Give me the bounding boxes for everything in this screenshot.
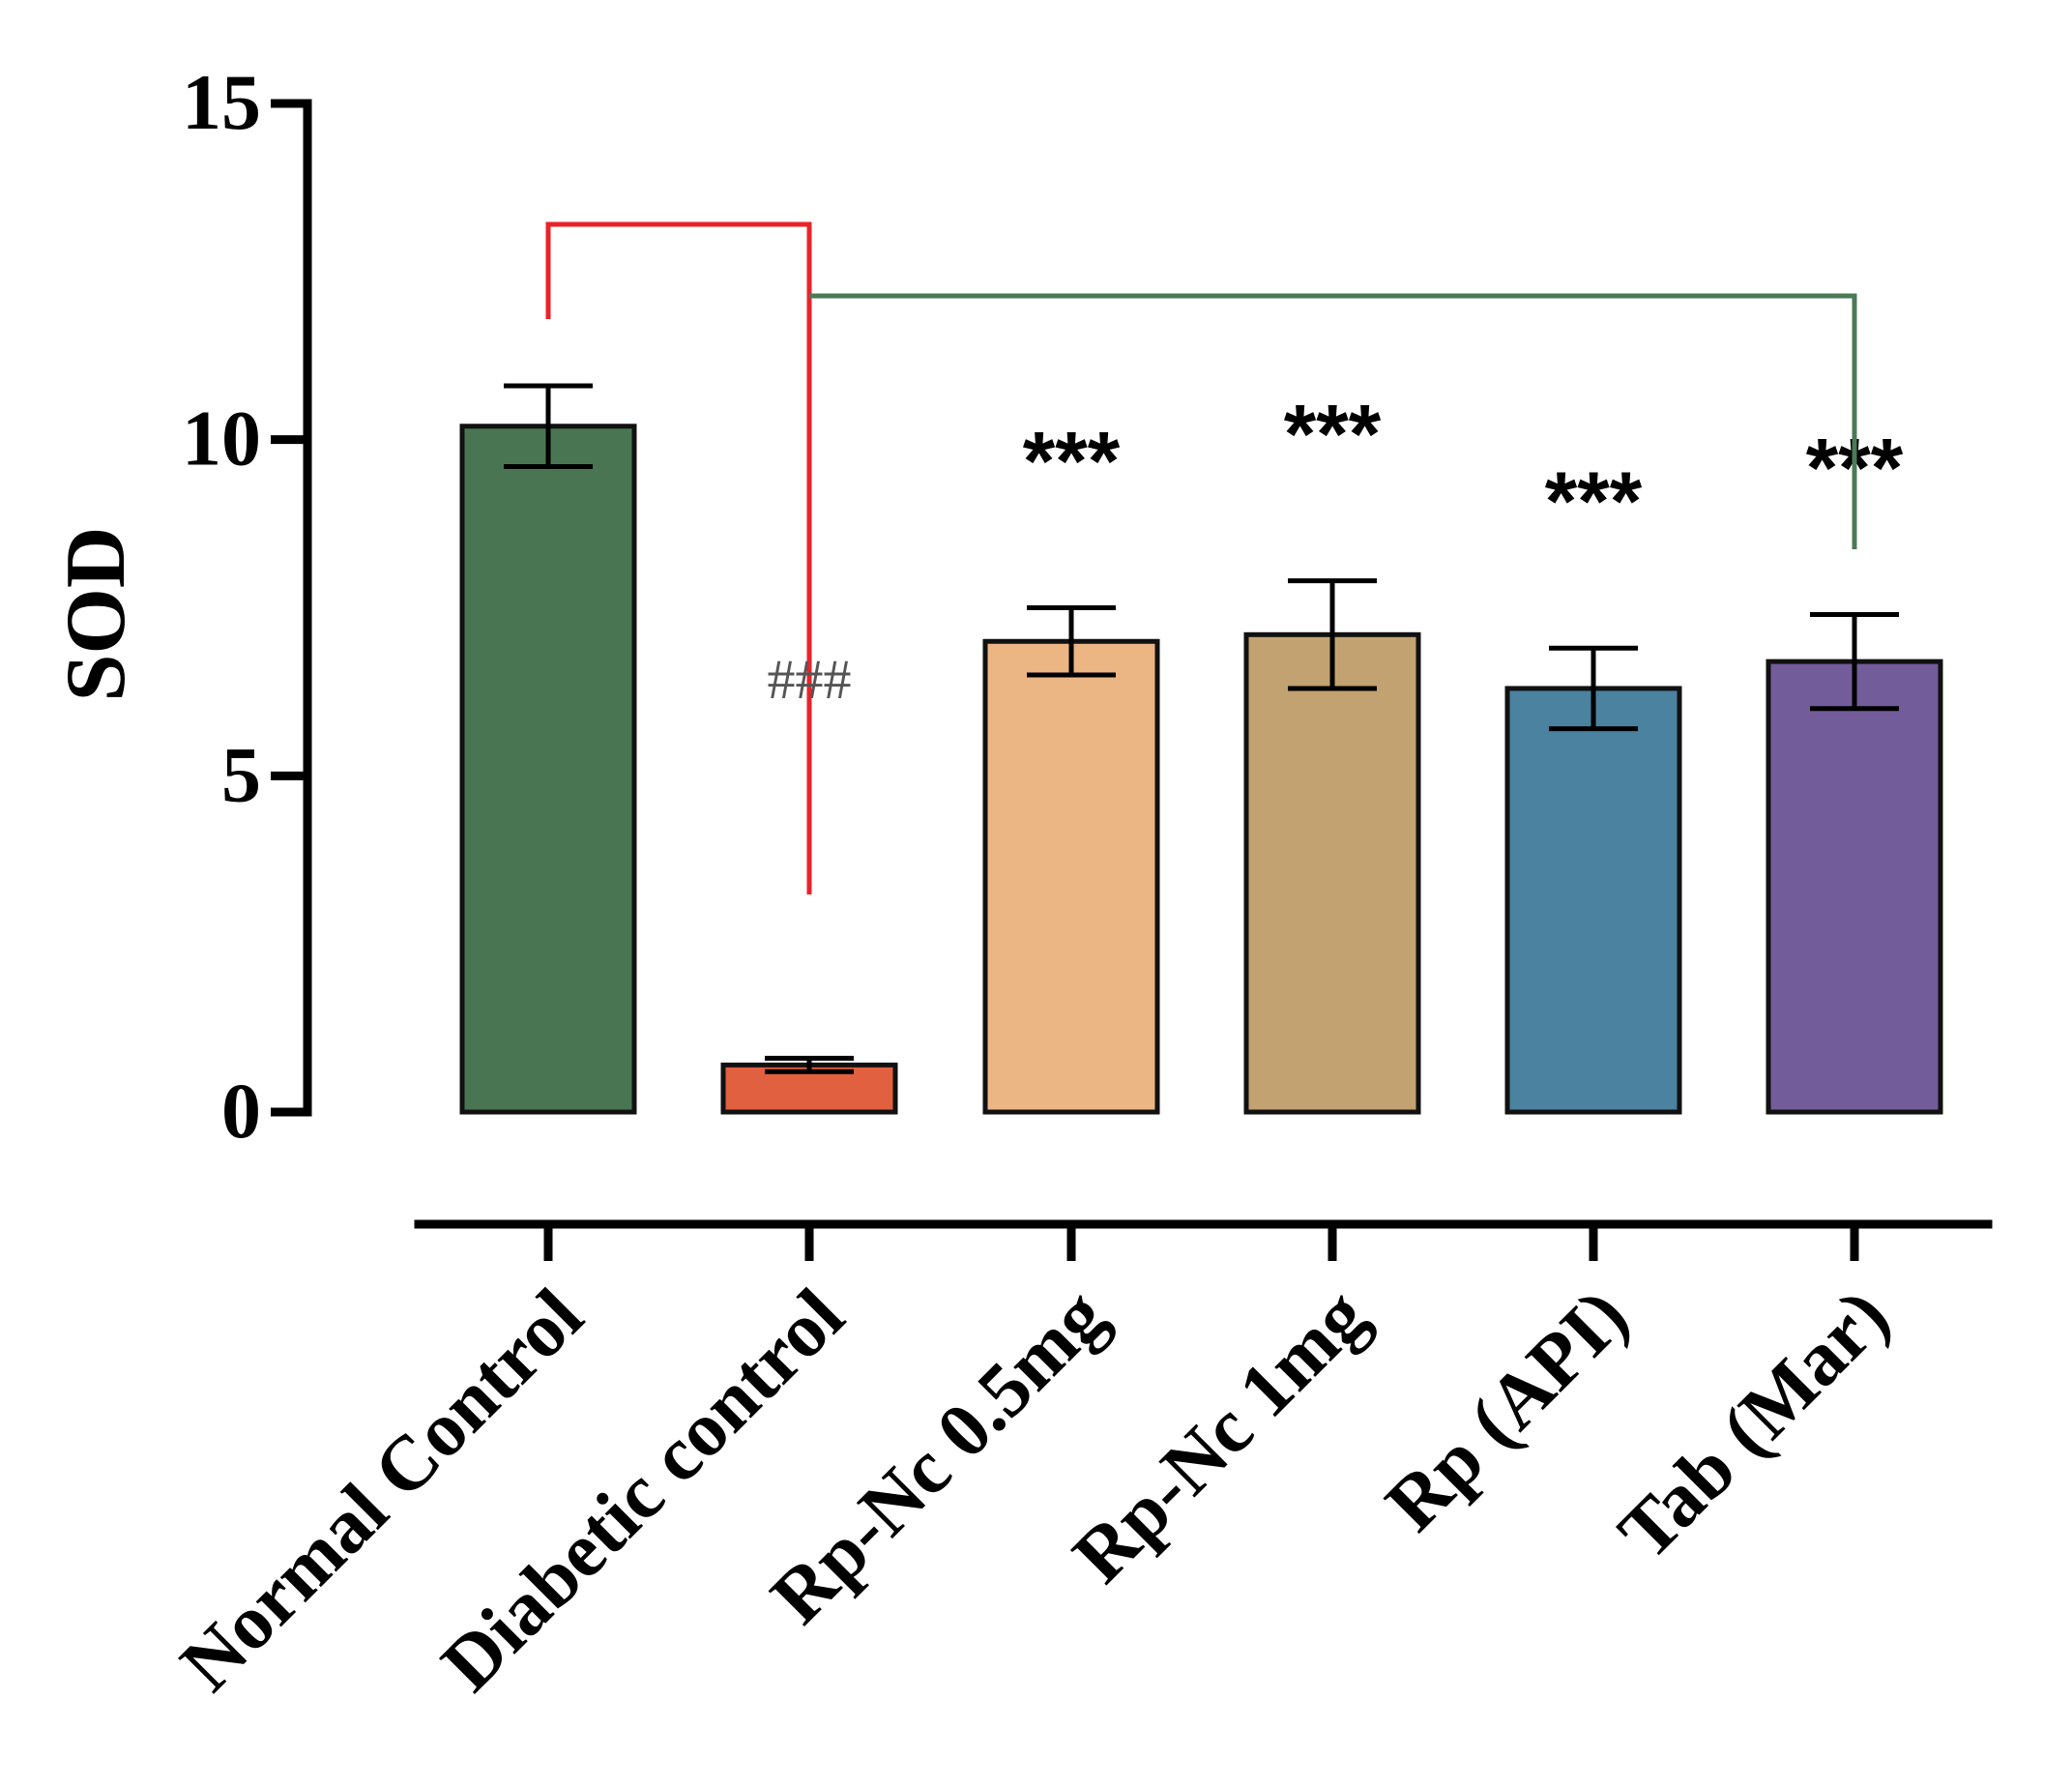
y-tick-label: 15: [182, 58, 261, 146]
bar-2: [720, 1062, 898, 1115]
significance-label: ***: [1284, 389, 1382, 482]
x-tick-label: Rp (API): [1370, 1274, 1645, 1548]
red-comparison-bracket: [545, 221, 812, 894]
x-tick-label: Tab (Mar): [1603, 1274, 1906, 1576]
bar-5: [1504, 686, 1682, 1115]
significance-label: ***: [1545, 455, 1643, 548]
y-tick-label: 5: [221, 730, 261, 818]
green-comparison-bracket: [809, 293, 1857, 549]
y-tick-label: 0: [221, 1067, 261, 1155]
y-axis-label: SOD: [49, 527, 143, 702]
significance-label: ***: [1023, 416, 1121, 509]
y-tick-label: 10: [182, 395, 261, 483]
bar-4: [1243, 631, 1421, 1115]
bar-3: [982, 638, 1160, 1115]
hash-significance-label: ###: [768, 648, 852, 711]
bar-6: [1766, 659, 1943, 1115]
bar-1: [459, 424, 637, 1115]
